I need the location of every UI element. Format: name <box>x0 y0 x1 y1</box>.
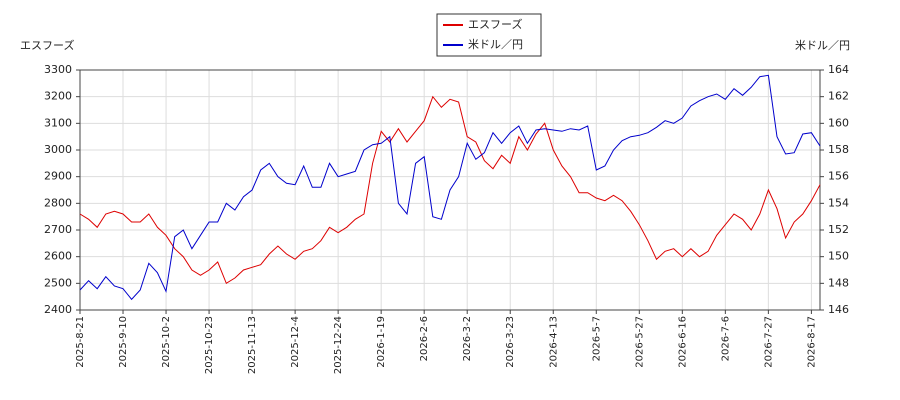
legend-box <box>436 13 542 57</box>
y2-tick-label: 148 <box>828 276 849 289</box>
y-axis-title: エスフーズ <box>20 38 74 52</box>
x-tick-label: 2026-5-7 <box>591 316 602 361</box>
y2-axis-title: 米ドル／円 <box>795 39 850 52</box>
x-tick-label: 2025-12-24 <box>333 316 344 374</box>
x-tick-label: 2026-4-13 <box>548 316 559 368</box>
y2-tick-label: 150 <box>828 250 849 263</box>
legend-label: 米ドル／円 <box>468 38 523 51</box>
series-line <box>79 95 821 285</box>
y2-tick-label: 162 <box>828 90 849 103</box>
y2-tick-label: 160 <box>828 116 849 129</box>
x-tick-label: 2026-3-23 <box>505 316 516 368</box>
y-tick-label: 3200 <box>44 90 72 103</box>
legend-label: エスフーズ <box>468 17 522 31</box>
y-tick-label: 2500 <box>44 276 72 289</box>
x-tick-label: 2025-9-10 <box>118 316 129 368</box>
y2-tick-label: 156 <box>828 170 849 183</box>
y-tick-label: 2400 <box>44 303 72 316</box>
x-tick-label: 2026-7-6 <box>720 316 731 361</box>
x-tick-label: 2025-12-4 <box>290 316 301 368</box>
y-tick-label: 3000 <box>44 143 72 156</box>
y2-tick-label: 146 <box>828 303 849 316</box>
y2-tick-label: 154 <box>828 196 849 209</box>
plot-frame <box>79 69 821 311</box>
y-tick-label: 2700 <box>44 223 72 236</box>
series-line <box>79 74 821 301</box>
x-tick-label: 2026-1-19 <box>376 316 387 368</box>
x-tick-label: 2025-8-21 <box>75 316 86 368</box>
y-tick-label: 2800 <box>44 196 72 209</box>
x-tick-label: 2026-5-27 <box>634 316 645 368</box>
y-tick-label: 3300 <box>44 63 72 76</box>
y-tick-label: 2600 <box>44 250 72 263</box>
x-tick-label: 2026-3-2 <box>462 316 473 361</box>
x-tick-label: 2026-2-6 <box>419 316 430 361</box>
x-tick-label: 2026-7-27 <box>763 316 774 368</box>
x-tick-label: 2026-8-17 <box>806 316 817 368</box>
y2-tick-label: 158 <box>828 143 849 156</box>
y-tick-label: 2900 <box>44 170 72 183</box>
y-tick-label: 3100 <box>44 116 72 129</box>
y2-tick-label: 164 <box>828 63 849 76</box>
x-tick-label: 2025-10-23 <box>204 316 215 374</box>
x-tick-label: 2025-11-13 <box>247 316 258 374</box>
x-tick-label: 2025-10-2 <box>161 316 172 368</box>
x-tick-label: 2026-6-16 <box>677 316 688 368</box>
y2-tick-label: 152 <box>828 223 849 236</box>
